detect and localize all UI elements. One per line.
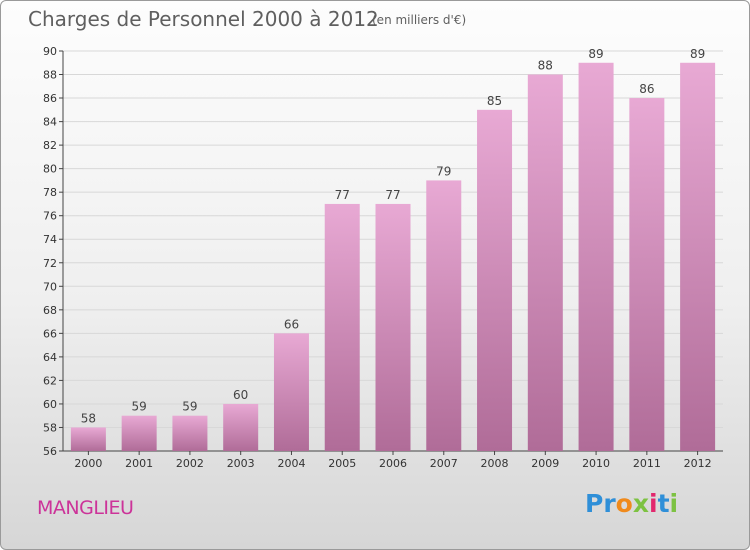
y-tick-label: 60 bbox=[43, 398, 57, 411]
x-tick-label: 2004 bbox=[277, 457, 305, 470]
x-tick-label: 2010 bbox=[582, 457, 610, 470]
data-label: 79 bbox=[436, 164, 451, 178]
y-tick-label: 66 bbox=[43, 327, 57, 340]
x-tick-label: 2002 bbox=[176, 457, 204, 470]
y-tick-label: 58 bbox=[43, 421, 57, 434]
logo-letter: x bbox=[632, 489, 649, 518]
bars bbox=[70, 62, 716, 452]
logo-letter: P bbox=[585, 489, 604, 518]
y-tick-label: 74 bbox=[43, 233, 57, 246]
data-label: 60 bbox=[233, 388, 248, 402]
y-tick-label: 86 bbox=[43, 92, 57, 105]
y-tick-label: 78 bbox=[43, 186, 57, 199]
y-tick-label: 64 bbox=[43, 351, 57, 364]
bar bbox=[375, 203, 411, 451]
x-tick-label: 2007 bbox=[430, 457, 458, 470]
bar bbox=[70, 427, 106, 451]
chart-subtitle: (en milliers d'€) bbox=[372, 13, 467, 27]
bar bbox=[172, 415, 208, 451]
data-label: 85 bbox=[487, 94, 502, 108]
y-tick-label: 72 bbox=[43, 257, 57, 270]
x-tick-label: 2012 bbox=[684, 457, 712, 470]
x-tick-label: 2001 bbox=[125, 457, 153, 470]
bar bbox=[578, 62, 614, 451]
y-tick-label: 56 bbox=[43, 445, 57, 458]
x-tick-label: 2008 bbox=[481, 457, 509, 470]
data-label: 89 bbox=[690, 47, 705, 61]
x-tick-label: 2011 bbox=[633, 457, 661, 470]
y-tick-label: 68 bbox=[43, 304, 57, 317]
data-label: 77 bbox=[385, 188, 400, 202]
commune-name: MANGLIEU bbox=[37, 497, 134, 519]
bar bbox=[273, 333, 309, 451]
y-tick-label: 88 bbox=[43, 69, 57, 82]
y-tick-label: 84 bbox=[43, 116, 57, 129]
x-tick-label: 2005 bbox=[328, 457, 356, 470]
x-tick-label: 2009 bbox=[531, 457, 559, 470]
chart-title: Charges de Personnel 2000 à 2012 bbox=[28, 7, 379, 31]
data-label: 59 bbox=[182, 400, 197, 414]
data-label: 89 bbox=[588, 47, 603, 61]
y-tick-label: 76 bbox=[43, 210, 57, 223]
data-label: 58 bbox=[81, 411, 96, 425]
logo-letter: i bbox=[649, 489, 658, 518]
y-tick-label: 70 bbox=[43, 280, 57, 293]
data-label: 77 bbox=[335, 188, 350, 202]
y-tick-label: 90 bbox=[43, 45, 57, 58]
proxiti-logo: Proxiti bbox=[585, 489, 678, 518]
x-tick-label: 2000 bbox=[74, 457, 102, 470]
y-tick-label: 62 bbox=[43, 374, 57, 387]
bar bbox=[527, 74, 563, 451]
bar bbox=[324, 203, 360, 451]
value-labels: 58 59 59 60 66 77 77 79 85 88 89 86 89 bbox=[81, 47, 706, 426]
logo-letter: o bbox=[615, 489, 633, 518]
logo-letter: r bbox=[603, 489, 616, 518]
data-label: 59 bbox=[132, 400, 147, 414]
bar bbox=[223, 403, 259, 451]
logo-letter: i bbox=[669, 489, 679, 518]
data-label: 88 bbox=[538, 59, 553, 73]
data-label: 86 bbox=[639, 82, 654, 96]
logo-letter: t bbox=[657, 489, 670, 518]
x-tick-label: 2006 bbox=[379, 457, 407, 470]
bar bbox=[629, 98, 665, 451]
bar bbox=[121, 415, 157, 451]
x-tick-label: 2003 bbox=[227, 457, 255, 470]
bar bbox=[477, 109, 513, 451]
bar bbox=[426, 180, 462, 452]
y-tick-label: 82 bbox=[43, 139, 57, 152]
data-label: 66 bbox=[284, 317, 299, 331]
bar bbox=[680, 62, 716, 451]
y-tick-label: 80 bbox=[43, 163, 57, 176]
